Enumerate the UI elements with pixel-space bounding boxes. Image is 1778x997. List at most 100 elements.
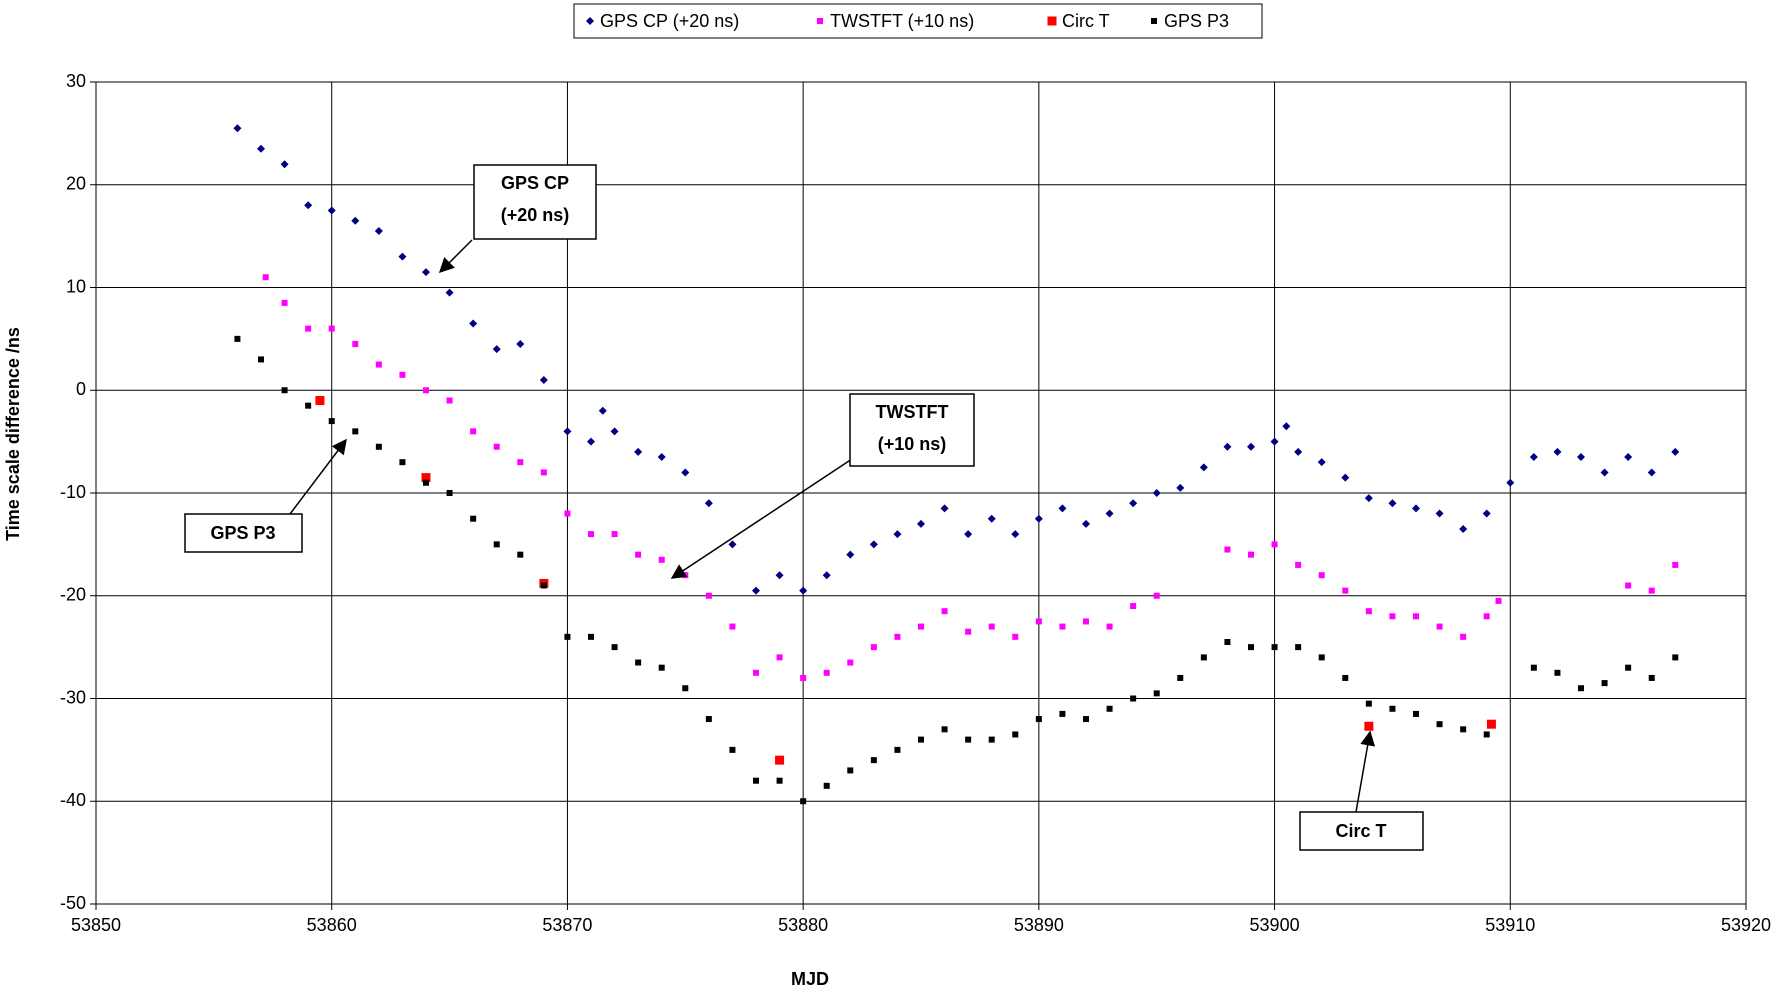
marker xyxy=(1482,509,1491,518)
marker xyxy=(1671,447,1680,456)
marker xyxy=(610,427,619,436)
y-tick-label: 30 xyxy=(66,71,86,91)
y-tick-label: -40 xyxy=(60,790,86,810)
marker xyxy=(1035,716,1042,723)
marker xyxy=(1436,721,1443,728)
marker xyxy=(470,515,477,522)
marker xyxy=(258,356,264,363)
marker xyxy=(328,418,335,425)
annotation-box xyxy=(473,164,597,240)
marker xyxy=(1436,623,1443,630)
x-tick-label: 53880 xyxy=(778,915,828,935)
marker xyxy=(398,252,407,261)
marker xyxy=(634,447,643,456)
marker xyxy=(823,669,830,676)
x-tick-label: 53910 xyxy=(1485,915,1535,935)
marker xyxy=(1648,587,1655,594)
marker xyxy=(776,654,783,661)
legend-label: GPS P3 xyxy=(1164,11,1229,31)
marker xyxy=(1083,618,1089,625)
marker xyxy=(1647,468,1656,477)
marker xyxy=(1129,499,1138,508)
legend-label: TWSTFT (+10 ns) xyxy=(830,11,974,31)
marker xyxy=(1059,710,1066,717)
marker xyxy=(1601,680,1608,687)
marker xyxy=(870,644,877,651)
marker xyxy=(1625,582,1632,589)
marker xyxy=(1248,644,1254,651)
marker xyxy=(1364,721,1374,731)
marker xyxy=(705,592,712,599)
y-tick-label: -20 xyxy=(60,585,86,605)
marker xyxy=(422,268,430,277)
marker xyxy=(588,531,594,538)
marker xyxy=(681,468,690,477)
marker xyxy=(753,777,759,784)
marker xyxy=(262,274,269,281)
marker xyxy=(1106,623,1113,630)
marker xyxy=(1365,700,1372,707)
marker xyxy=(1223,442,1232,451)
marker xyxy=(729,623,736,630)
marker xyxy=(753,669,759,676)
marker xyxy=(894,633,901,640)
marker xyxy=(988,623,995,630)
marker xyxy=(729,746,736,753)
marker xyxy=(611,644,618,651)
marker xyxy=(1495,597,1502,604)
marker xyxy=(1460,633,1467,640)
marker xyxy=(375,361,382,368)
y-tick-label: 0 xyxy=(76,379,86,399)
x-tick-label: 53900 xyxy=(1250,915,1300,935)
marker xyxy=(1624,453,1633,462)
marker xyxy=(1389,705,1396,712)
marker xyxy=(1341,473,1350,482)
y-tick-label: -10 xyxy=(60,482,86,502)
marker xyxy=(587,437,595,446)
marks xyxy=(233,124,1680,805)
marker xyxy=(1460,726,1467,733)
marker xyxy=(846,550,855,559)
arrow xyxy=(438,239,473,274)
marker xyxy=(940,504,949,513)
marker xyxy=(423,479,429,486)
annotation: GPS CP xyxy=(501,173,569,193)
annotation-box xyxy=(184,513,303,553)
marker xyxy=(752,586,760,595)
marker xyxy=(1247,442,1255,451)
marker xyxy=(1082,519,1090,528)
marker xyxy=(1177,674,1184,681)
marker xyxy=(446,490,453,496)
marker xyxy=(800,674,807,681)
marker xyxy=(682,685,689,692)
marker xyxy=(516,340,525,349)
x-tick-label: 53890 xyxy=(1014,915,1064,935)
marker xyxy=(1318,572,1325,579)
x-tick-label: 53870 xyxy=(542,915,592,935)
marker xyxy=(893,530,902,539)
marker xyxy=(1248,551,1254,558)
marker xyxy=(775,571,784,580)
marker xyxy=(470,428,477,435)
marker xyxy=(1271,541,1278,548)
marker xyxy=(1553,447,1562,456)
y-axis-label: Time scale difference /ns xyxy=(3,327,23,541)
marker xyxy=(327,206,336,215)
annotation-box xyxy=(849,393,975,467)
marker xyxy=(234,335,241,342)
legend-label: GPS CP (+20 ns) xyxy=(600,11,739,31)
marker xyxy=(492,345,501,354)
marker xyxy=(281,387,288,394)
marker xyxy=(1577,453,1585,462)
marker xyxy=(375,443,382,450)
marker xyxy=(822,571,831,580)
marker xyxy=(1083,716,1089,723)
marker xyxy=(352,341,359,348)
marker xyxy=(598,406,607,415)
x-tick-label: 53920 xyxy=(1721,915,1771,935)
marker xyxy=(315,396,325,406)
marker xyxy=(1153,592,1160,599)
marker xyxy=(1342,587,1349,594)
marker xyxy=(257,144,265,153)
